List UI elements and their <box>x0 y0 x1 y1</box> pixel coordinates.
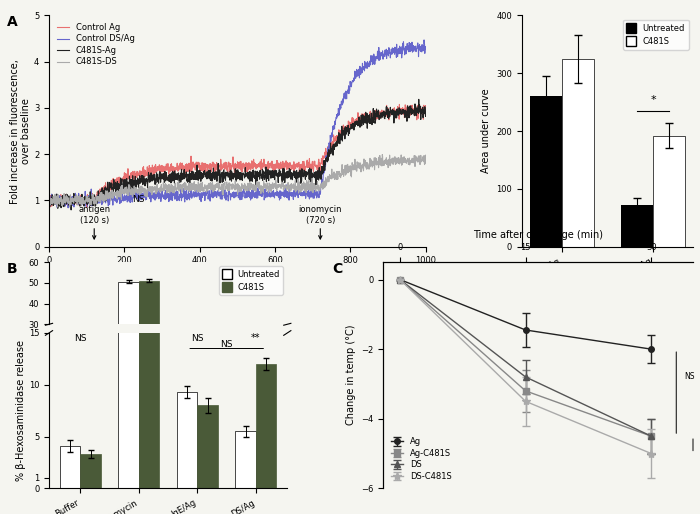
Bar <box>235 375 256 387</box>
Text: ionomycin
(720 s): ionomycin (720 s) <box>299 205 342 225</box>
Text: C: C <box>332 262 343 276</box>
Control DS/Ag <box>205 196 214 202</box>
C481S-DS <box>421 160 430 166</box>
Bar <box>177 392 197 488</box>
C481S-DS <box>90 198 98 204</box>
Control Ag <box>205 162 214 168</box>
Bar <box>653 136 685 247</box>
Text: NS: NS <box>191 334 204 343</box>
C481S-DS <box>213 181 221 187</box>
Bar <box>139 281 160 387</box>
Control Ag <box>213 166 221 172</box>
C481S-DS <box>220 183 228 190</box>
Text: antigen
(120 s): antigen (120 s) <box>78 205 111 225</box>
Control Ag <box>395 101 404 107</box>
Legend: Control Ag, Control DS/Ag, C481S-Ag, C481S-DS: Control Ag, Control DS/Ag, C481S-Ag, C48… <box>53 20 138 70</box>
Control Ag <box>45 193 53 199</box>
Y-axis label: Change in temp (°C): Change in temp (°C) <box>346 325 356 426</box>
Bar <box>60 446 80 488</box>
C481S-DS <box>65 204 74 210</box>
Text: NS: NS <box>220 340 233 348</box>
Control Ag <box>74 197 83 204</box>
C481S-DS <box>45 197 53 204</box>
Control DS/Ag <box>421 46 430 52</box>
Bar <box>139 0 160 488</box>
Control DS/Ag <box>74 200 83 206</box>
Line: C481S-DS: C481S-DS <box>49 155 426 207</box>
C481S-Ag <box>74 196 83 202</box>
Control Ag <box>83 204 91 210</box>
C481S-Ag <box>67 207 76 213</box>
Legend: Ag, Ag-C481S, DS, DS-C481S: Ag, Ag-C481S, DS, DS-C481S <box>387 434 455 484</box>
Bar <box>621 205 653 247</box>
Bar <box>118 282 139 387</box>
C481S-DS <box>74 198 83 205</box>
Bar <box>80 379 101 387</box>
Y-axis label: % β-Hexosaminidase release: % β-Hexosaminidase release <box>16 340 26 481</box>
Text: NS: NS <box>685 373 695 381</box>
Bar <box>118 0 139 488</box>
Y-axis label: Fold increase in fluorescence,
over baseline: Fold increase in fluorescence, over base… <box>10 59 31 204</box>
C481S-Ag <box>90 194 98 200</box>
C481S-Ag <box>213 178 221 185</box>
Y-axis label: Area under curve: Area under curve <box>481 89 491 173</box>
Control Ag <box>220 163 228 170</box>
C481S-Ag <box>45 192 53 198</box>
Bar <box>235 431 256 488</box>
Control DS/Ag <box>220 191 228 197</box>
Bar <box>529 97 561 247</box>
Control DS/Ag <box>45 198 53 205</box>
Control DS/Ag <box>260 186 268 192</box>
Text: *: * <box>650 95 656 105</box>
Control DS/Ag <box>90 199 98 205</box>
Text: NS: NS <box>132 195 145 204</box>
C481S-Ag <box>414 96 423 102</box>
Line: Control DS/Ag: Control DS/Ag <box>49 40 426 208</box>
Bar <box>256 364 276 488</box>
Control DS/Ag <box>420 37 428 43</box>
Legend: Untreated, C481S: Untreated, C481S <box>219 266 283 295</box>
Bar <box>177 367 197 387</box>
Bar <box>197 370 218 387</box>
C481S-DS <box>260 178 268 185</box>
Control Ag <box>90 195 98 201</box>
C481S-Ag <box>220 167 228 173</box>
X-axis label: Time (s): Time (s) <box>218 271 258 281</box>
Text: NS: NS <box>74 334 87 343</box>
Bar <box>256 361 276 387</box>
Text: **: ** <box>251 333 260 343</box>
Legend: Untreated, C481S: Untreated, C481S <box>623 20 689 50</box>
Line: C481S-Ag: C481S-Ag <box>49 99 426 210</box>
Control Ag <box>260 161 268 167</box>
Bar <box>80 454 101 488</box>
C481S-Ag <box>260 173 268 179</box>
C481S-Ag <box>421 112 430 118</box>
C481S-DS <box>205 186 214 192</box>
X-axis label: Time after challenge (min): Time after challenge (min) <box>473 230 603 240</box>
Bar <box>197 406 218 488</box>
Bar <box>60 378 80 387</box>
Control DS/Ag <box>64 205 72 211</box>
Line: Control Ag: Control Ag <box>49 104 426 207</box>
C481S-DS <box>378 152 386 158</box>
Text: B: B <box>7 262 18 276</box>
C481S-Ag <box>205 173 214 179</box>
Control DS/Ag <box>213 192 221 198</box>
Control Ag <box>421 112 430 118</box>
Bar <box>561 59 594 247</box>
Text: A: A <box>7 15 18 29</box>
